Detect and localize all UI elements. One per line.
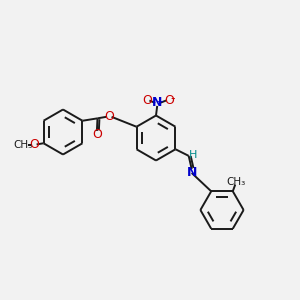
Text: +: + [156, 97, 163, 106]
Text: O: O [29, 138, 39, 151]
Text: CH₃: CH₃ [14, 140, 33, 150]
Text: N: N [187, 167, 197, 179]
Text: O: O [104, 110, 114, 123]
Text: CH₃: CH₃ [227, 177, 246, 187]
Text: H: H [189, 150, 197, 160]
Text: -: - [170, 92, 175, 105]
Text: O: O [164, 94, 174, 107]
Text: N: N [152, 96, 163, 110]
Text: O: O [92, 128, 102, 141]
Text: O: O [142, 94, 152, 107]
